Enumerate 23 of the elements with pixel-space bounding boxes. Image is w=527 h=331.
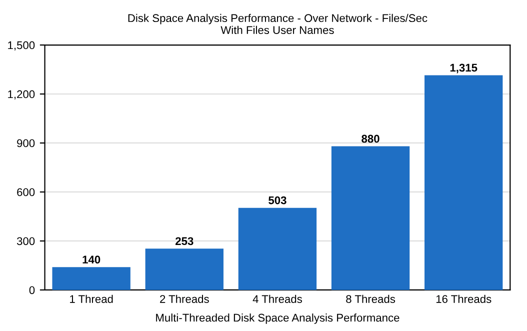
y-tick-label: 1,200 xyxy=(8,90,35,100)
data-label: 140 xyxy=(82,256,100,264)
x-tick-label: 1 Thread xyxy=(70,294,113,303)
y-tick-label: 1,500 xyxy=(8,41,35,50)
x-tick-label: 8 Threads xyxy=(346,294,396,303)
bar xyxy=(145,248,224,290)
y-tick-label: 600 xyxy=(17,188,35,196)
y-tick-label: 0 xyxy=(29,286,35,294)
bar xyxy=(331,146,410,290)
bar xyxy=(424,75,503,290)
x-tick-label: 2 Threads xyxy=(160,294,209,303)
y-tick-label: 900 xyxy=(17,139,35,148)
x-axis-title: Multi-Threaded Disk Space Analysis Performance xyxy=(156,314,400,324)
data-label: 880 xyxy=(362,134,380,143)
x-tick-label: 16 Threads xyxy=(436,294,492,303)
y-tick-label: 300 xyxy=(16,237,35,246)
data-label: 503 xyxy=(268,196,286,204)
data-label: 1,315 xyxy=(450,64,478,74)
bar xyxy=(238,208,317,290)
data-label: 253 xyxy=(176,237,194,246)
bar xyxy=(52,267,130,290)
chart-title: Disk Space Analysis Performance - Over Network - Files/Sec With Files User Names xyxy=(128,14,428,34)
x-tick-label: 4 Threads xyxy=(252,294,302,303)
